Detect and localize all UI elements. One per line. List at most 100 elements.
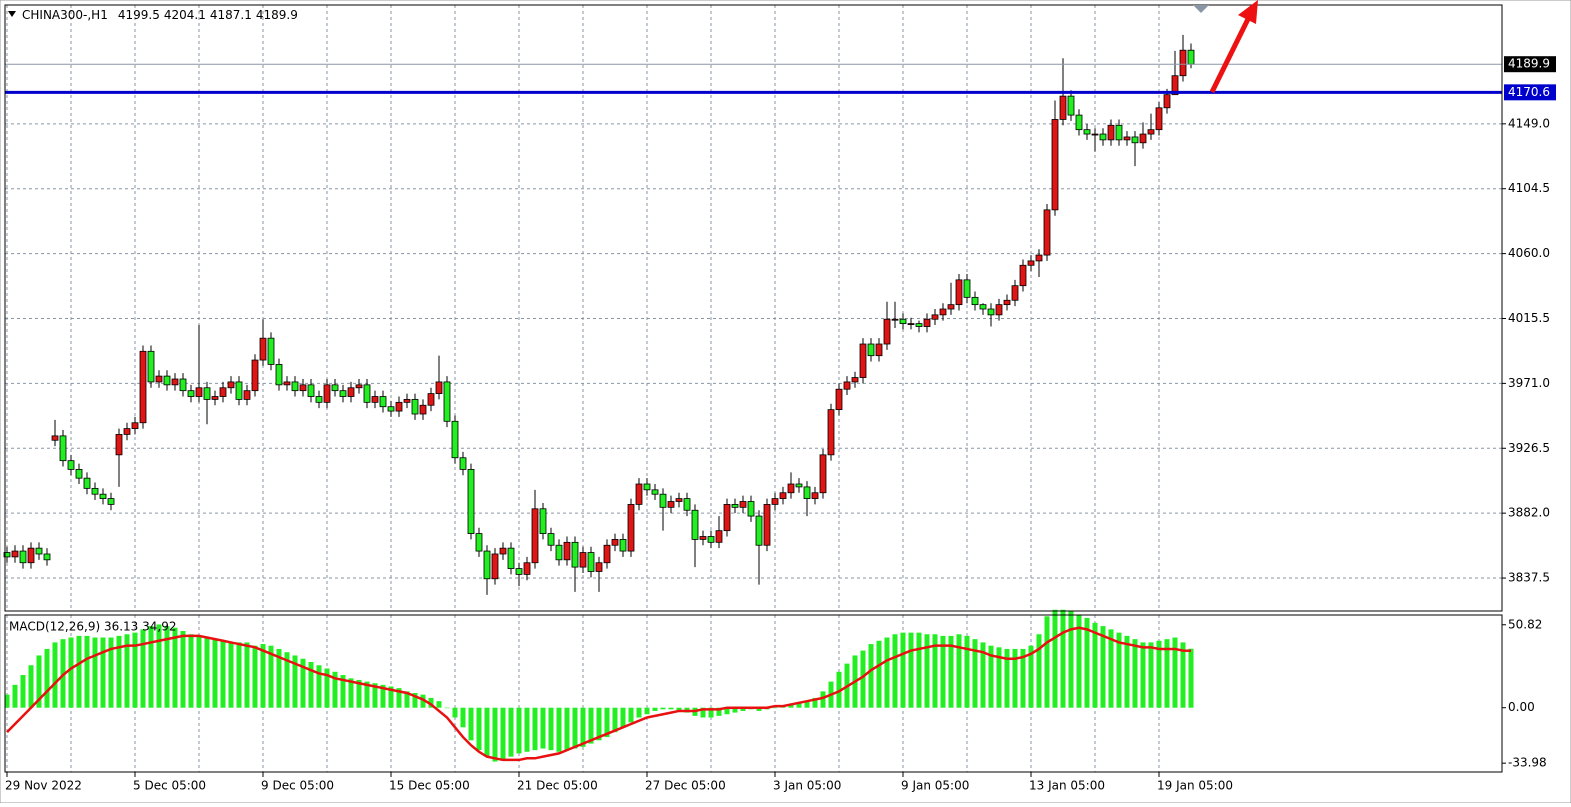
candle-body [435, 381, 443, 394]
menu-triangle[interactable] [8, 11, 16, 17]
candle-body [267, 337, 275, 365]
x-tick-label: 19 Jan 05:00 [1157, 779, 1233, 793]
macd-bar [572, 707, 578, 749]
candle-body [259, 337, 267, 361]
macd-bar [1100, 626, 1106, 708]
macd-bar [300, 658, 306, 708]
macd-bar [900, 632, 906, 708]
macd-bar [276, 648, 282, 708]
macd-bar [1108, 629, 1114, 708]
candle-body [883, 318, 891, 345]
annotation-arrow [1209, 15, 1252, 94]
macd-bar [836, 671, 842, 708]
candle-body [1043, 209, 1051, 256]
candle-body [875, 343, 883, 357]
candle-body [523, 562, 531, 575]
candle-body [1067, 95, 1075, 116]
candle-body [963, 279, 971, 298]
candle-body [27, 547, 35, 564]
candle-body [1075, 114, 1083, 131]
macd-bar [540, 707, 546, 749]
macd-bar [244, 642, 250, 708]
macd-bar [796, 702, 802, 708]
macd-bar [268, 645, 274, 708]
candle-body [715, 530, 723, 543]
macd-bar [652, 707, 658, 711]
macd-bar [708, 707, 714, 718]
macd-bar [460, 707, 466, 728]
macd-bar [12, 684, 18, 708]
candle-body [147, 350, 155, 383]
macd-bar [644, 707, 650, 715]
macd-bar [236, 642, 242, 708]
candle-body [11, 550, 19, 558]
candle-body [163, 375, 171, 386]
candle-body [707, 536, 715, 543]
candle-body [1035, 254, 1043, 262]
candle-body [219, 387, 227, 397]
candle-body [827, 409, 835, 456]
candle-body [1163, 94, 1171, 109]
candle-body [371, 396, 379, 403]
macd-bar [284, 652, 290, 708]
macd-bar [660, 707, 666, 710]
macd-bar [76, 635, 82, 708]
macd-bar [564, 707, 570, 751]
price-label-box [1504, 56, 1556, 73]
candle-body [1131, 136, 1139, 144]
candle-body [363, 384, 371, 403]
candle-body [1115, 124, 1123, 141]
candle-body [691, 509, 699, 540]
low-value: 4187.1 [210, 8, 252, 22]
macd-bar [1156, 640, 1162, 708]
candle-body [1099, 133, 1107, 141]
candle-body [739, 501, 747, 508]
macd-bar [396, 688, 402, 708]
macd-bar [324, 668, 330, 708]
candle-body [659, 493, 667, 508]
macd-bar [412, 693, 418, 708]
candle-body [939, 308, 947, 316]
high-value: 4204.1 [164, 8, 206, 22]
macd-bar [524, 707, 530, 752]
candle-body [99, 493, 107, 499]
candle-body [1003, 299, 1011, 306]
candle-body [1083, 129, 1091, 135]
candle-body [1147, 129, 1155, 135]
macd-bar [428, 697, 434, 708]
macd-bar [1076, 614, 1082, 708]
candle-body [67, 460, 75, 470]
macd-bar [204, 637, 210, 708]
macd-bar [500, 707, 506, 760]
candle-body [627, 504, 635, 552]
macd-bar [548, 707, 554, 751]
macd-bar [1020, 648, 1026, 708]
candle-body [603, 544, 611, 564]
candle-body [915, 323, 923, 327]
candle-body [291, 381, 299, 392]
macd-bar [1148, 642, 1154, 708]
x-tick-label: 13 Jan 05:00 [1029, 779, 1105, 793]
macd-bar [980, 642, 986, 708]
macd-bar [468, 707, 474, 741]
candle-body [179, 378, 187, 392]
candle-body [387, 406, 395, 412]
macd-bar [124, 634, 130, 708]
candle-body [843, 381, 851, 390]
chart-header: CHINA300-,H1 4199.5 4204.1 4187.1 4189.9 [22, 8, 298, 22]
macd-bar [508, 707, 514, 757]
candle-body [35, 547, 43, 555]
candle-body [1123, 136, 1131, 141]
candle-body [731, 504, 739, 508]
y-tick-label: 3971.0 [1508, 376, 1550, 390]
macd-bar [140, 629, 146, 708]
macd-bar [788, 704, 794, 708]
candle-body [619, 539, 627, 552]
candle-body [131, 422, 139, 429]
macd-bar [1060, 609, 1066, 708]
candle-body [467, 469, 475, 534]
macd-bar [340, 675, 346, 708]
macd-bar [604, 707, 610, 738]
candle-body [1107, 124, 1115, 141]
y-tick-label: 3926.5 [1508, 441, 1550, 455]
